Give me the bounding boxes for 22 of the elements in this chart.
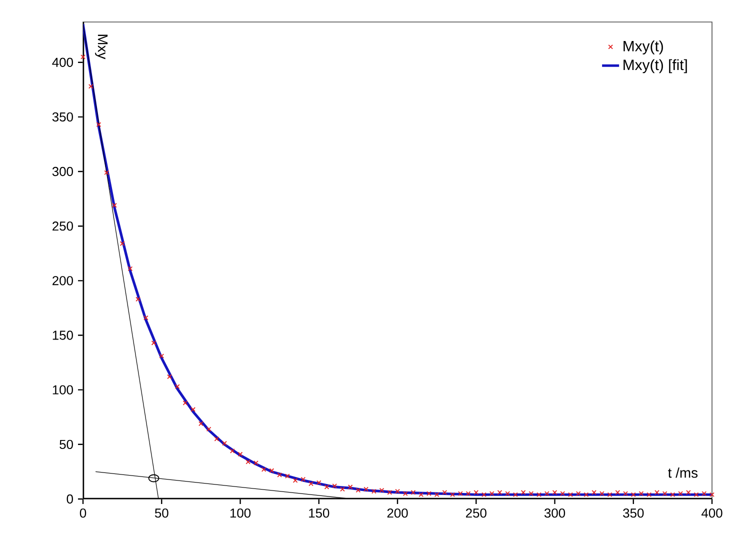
y-tick-label: 50: [60, 440, 73, 449]
y-tick-label: 200: [52, 276, 73, 286]
x-tick-label: 100: [230, 508, 251, 518]
x-tick-label: 300: [544, 508, 566, 518]
y-tick-label: 0: [66, 494, 73, 504]
x-tick-label: 50: [154, 508, 168, 518]
y-tick-label: 300: [52, 166, 73, 176]
legend-label: Mxy(t): [624, 40, 663, 54]
y-tick-label: 400: [52, 58, 73, 67]
x-tick-label: 400: [701, 508, 722, 518]
x-tick-label: 250: [466, 508, 486, 518]
x-tick-label: 200: [387, 508, 408, 518]
y-tick-label: 100: [52, 385, 73, 394]
legend-label: Mxy(t) [fit]: [624, 59, 687, 74]
y-axis-title: Mxy: [95, 34, 108, 60]
y-tick-label: 350: [52, 112, 73, 122]
x-tick-label: 350: [623, 508, 644, 518]
x-tick-label: 0: [80, 508, 86, 518]
y-tick-label: 250: [52, 222, 73, 231]
x-axis-title: t /ms: [668, 468, 698, 478]
y-tick-label: 150: [52, 330, 73, 340]
x-tick-label: 150: [309, 508, 330, 518]
